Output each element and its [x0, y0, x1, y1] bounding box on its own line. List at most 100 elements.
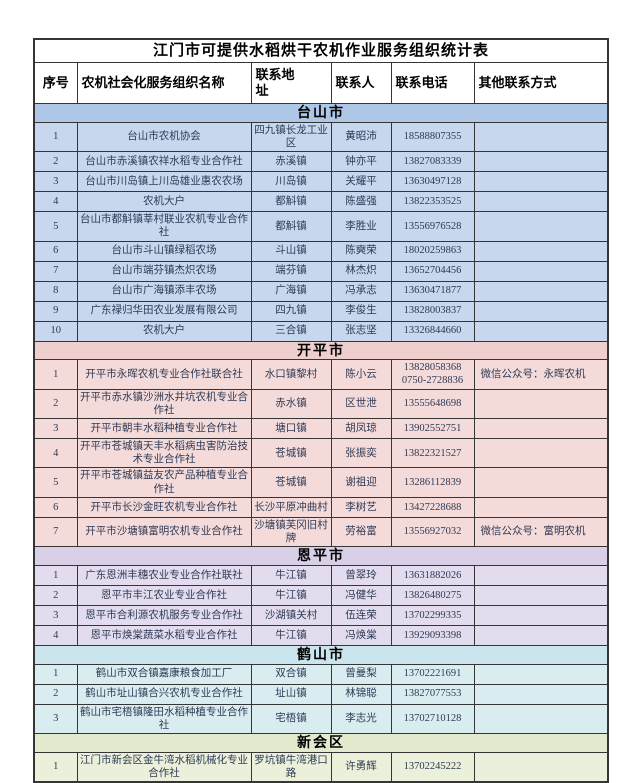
cell-contact-person: 陈奭荣 — [330, 240, 392, 262]
cell-address: 长沙平原冲曲村 — [250, 496, 332, 518]
cell-contact-person: 李俊生 — [330, 300, 392, 322]
cell-address: 三合镇 — [250, 320, 332, 342]
cell-address: 四九镇长龙工业区 — [250, 121, 332, 153]
cell-address: 双合镇 — [250, 663, 332, 685]
section-bar-row: 开平市 — [33, 340, 609, 361]
table-row: 1 开平市永晖农机专业合作社联合社 水口镇黎村 陈小云 13828058368 0750… — [33, 359, 609, 390]
cell-org-name: 恩平市丰江农业专业合作社 — [76, 584, 252, 606]
table-row: 3 开平市朝丰水稻种植专业合作社 塘口镇 胡凤琼 13902552751 — [33, 418, 609, 439]
cell-phone: 13630471877 — [390, 280, 475, 302]
cell-address: 都斛镇 — [250, 191, 332, 213]
spreadsheet-page: 江门市可提供水稻烘干农机作业服务组织统计表 序号 农机社会化服务组织名称 联系地… — [33, 38, 610, 783]
cell-address: 沙塘镇芙冈旧村牌 — [250, 516, 332, 548]
cell-serial-number: 3 — [33, 171, 78, 193]
cell-other-contact: 微信公众号：永晖农机 — [473, 359, 609, 390]
cell-address: 赤水镇 — [250, 388, 332, 420]
cell-serial-number: 1 — [33, 663, 78, 685]
section-bar-row: 台山市 — [33, 103, 609, 123]
cell-other-contact — [473, 496, 609, 518]
cell-contact-person: 张振奕 — [330, 437, 392, 469]
page-title: 江门市可提供水稻烘干农机作业服务组织统计表 — [33, 38, 609, 63]
cell-org-name: 台山市广海镇添丰农场 — [76, 280, 252, 302]
cell-org-name: 广东禄归华田农业发展有限公司 — [76, 300, 252, 322]
cell-serial-number: 4 — [33, 191, 78, 213]
cell-other-contact — [473, 240, 609, 262]
cell-org-name: 台山市都斛镇莘村联业农机专业合作社 — [76, 211, 252, 242]
section-title: 鹤山市 — [33, 644, 609, 665]
cell-contact-person: 李胜业 — [330, 211, 392, 242]
section-title: 开平市 — [33, 340, 609, 361]
cell-address: 川岛镇 — [250, 171, 332, 193]
cell-address: 塘口镇 — [250, 418, 332, 439]
cell-address: 牛江镇 — [250, 564, 332, 586]
cell-address: 沙湖镇关村 — [250, 604, 332, 626]
cell-serial-number: 2 — [33, 388, 78, 420]
cell-phone: 13702221691 — [390, 663, 475, 685]
cell-contact-person: 冯焕棠 — [330, 624, 392, 646]
cell-serial-number: 7 — [33, 516, 78, 548]
cell-org-name: 鹤山市址山镇合兴农机专业合作社 — [76, 683, 252, 705]
table-row: 2 开平市赤水镇沙洲水井坑农机专业合作社 赤水镇 区世泄 13555648698 — [33, 388, 609, 420]
table-row: 1 台山市农机协会 四九镇长龙工业区 黄昭沛 18588807355 — [33, 121, 609, 153]
table-row: 6 开平市长沙金旺农机专业合作社 长沙平原冲曲村 李树艺 13427228688 — [33, 496, 609, 518]
cell-serial-number: 6 — [33, 240, 78, 262]
cell-other-contact — [473, 683, 609, 705]
cell-org-name: 开平市沙塘镇富明农机专业合作社 — [76, 516, 252, 548]
cell-org-name: 开平市赤水镇沙洲水井坑农机专业合作社 — [76, 388, 252, 420]
cell-phone: 13556927032 — [390, 516, 475, 548]
column-header-row: 序号 农机社会化服务组织名称 联系地址 联系人 联系电话 其他联系方式 — [33, 62, 609, 104]
col-header-address-label: 联系地址 — [255, 66, 295, 98]
service-org-table: 江门市可提供水稻烘干农机作业服务组织统计表 序号 农机社会化服务组织名称 联系地… — [33, 38, 610, 783]
cell-other-contact — [473, 151, 609, 173]
section-title: 新会区 — [33, 733, 609, 753]
table-row: 2 鹤山市址山镇合兴农机专业合作社 址山镇 林锦聪 13827077553 — [33, 683, 609, 705]
cell-phone: 13326844660 — [390, 320, 475, 342]
cell-phone: 13929093398 — [390, 624, 475, 646]
cell-org-name: 台山市斗山镇绿稻农场 — [76, 240, 252, 262]
cell-org-name: 开平市长沙金旺农机专业合作社 — [76, 496, 252, 518]
cell-serial-number: 1 — [33, 564, 78, 586]
cell-other-contact — [473, 437, 609, 469]
cell-phone: 13702245222 — [390, 751, 475, 783]
cell-other-contact — [473, 280, 609, 302]
table-row: 1 江门市新会区金牛湾水稻机械化专业合作社 罗坑镇牛湾港口路 许勇辉 137022452… — [33, 751, 609, 783]
cell-serial-number: 2 — [33, 683, 78, 705]
cell-address: 斗山镇 — [250, 240, 332, 262]
cell-serial-number: 6 — [33, 496, 78, 518]
table-row: 1 鹤山市双合镇嘉康粮食加工厂 双合镇 曾曼梨 13702221691 — [33, 663, 609, 685]
cell-other-contact — [473, 467, 609, 498]
cell-phone: 13286112839 — [390, 467, 475, 498]
cell-phone: 13556976528 — [390, 211, 475, 242]
cell-serial-number: 3 — [33, 703, 78, 735]
cell-org-name: 恩平市合利源农机服务专业合作社 — [76, 604, 252, 626]
cell-contact-person: 胡凤琼 — [330, 418, 392, 439]
cell-address: 宅梧镇 — [250, 703, 332, 735]
cell-contact-person: 李志光 — [330, 703, 392, 735]
cell-phone: 18588807355 — [390, 121, 475, 153]
cell-phone: 13555648698 — [390, 388, 475, 420]
cell-phone: 13427228688 — [390, 496, 475, 518]
cell-other-contact — [473, 320, 609, 342]
section-bar-row: 恩平市 — [33, 546, 609, 566]
table-row: 1 广东恩洲丰穗农业专业合作社联社 牛江镇 曾翠玲 13631882026 — [33, 564, 609, 586]
cell-other-contact — [473, 418, 609, 439]
cell-serial-number: 2 — [33, 584, 78, 606]
col-header-person: 联系人 — [330, 62, 392, 104]
cell-serial-number: 1 — [33, 751, 78, 783]
cell-serial-number: 1 — [33, 121, 78, 153]
cell-org-name: 农机大户 — [76, 191, 252, 213]
cell-address: 都斛镇 — [250, 211, 332, 242]
cell-phone: 13702710128 — [390, 703, 475, 735]
cell-org-name: 台山市赤溪镇农祥水稻专业合作社 — [76, 151, 252, 173]
cell-other-contact: 微信公众号：富明农机 — [473, 516, 609, 548]
cell-address: 苍城镇 — [250, 437, 332, 469]
section-bar-row: 新会区 — [33, 733, 609, 753]
cell-contact-person: 李树艺 — [330, 496, 392, 518]
cell-phone: 13630497128 — [390, 171, 475, 193]
col-header-phone: 联系电话 — [390, 62, 475, 104]
cell-other-contact — [473, 604, 609, 626]
cell-contact-person: 冯承志 — [330, 280, 392, 302]
table-row: 6 台山市斗山镇绿稻农场 斗山镇 陈奭荣 18020259863 — [33, 240, 609, 262]
cell-other-contact — [473, 388, 609, 420]
cell-serial-number: 5 — [33, 211, 78, 242]
